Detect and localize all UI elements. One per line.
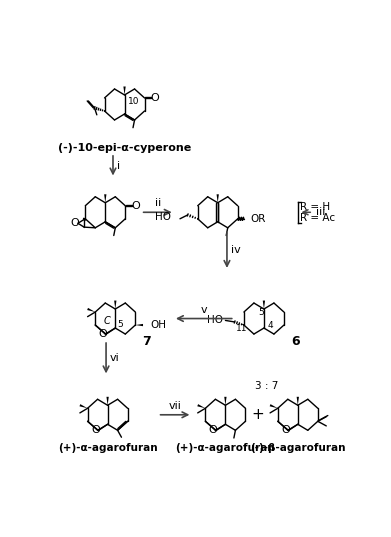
Text: R = H: R = H (300, 202, 330, 212)
Polygon shape (263, 301, 265, 309)
Text: HO: HO (155, 212, 171, 222)
Text: i: i (117, 161, 120, 171)
Text: (-)-β-agarofuran: (-)-β-agarofuran (250, 443, 346, 453)
Polygon shape (197, 404, 205, 408)
Polygon shape (224, 397, 226, 405)
Text: O: O (70, 219, 79, 228)
Polygon shape (135, 324, 143, 326)
Polygon shape (114, 301, 117, 309)
Polygon shape (124, 86, 126, 95)
Text: (+)-α-agarofuran: (+)-α-agarofuran (58, 443, 158, 453)
Text: 3 : 7: 3 : 7 (255, 381, 279, 391)
Text: 6: 6 (291, 335, 300, 348)
Text: (+)-α-agarofuran: (+)-α-agarofuran (176, 443, 275, 453)
Text: iii: iii (316, 207, 325, 217)
Text: 4: 4 (267, 321, 273, 330)
Text: 11: 11 (236, 324, 248, 332)
Text: +: + (251, 407, 264, 422)
Text: O: O (150, 93, 159, 103)
Polygon shape (79, 404, 88, 408)
Polygon shape (104, 194, 106, 203)
Text: 5: 5 (259, 308, 264, 317)
Text: O: O (281, 425, 290, 436)
Text: HO: HO (207, 315, 223, 325)
Text: 10: 10 (128, 97, 140, 105)
Text: OR: OR (250, 214, 265, 224)
Text: vii: vii (169, 401, 181, 411)
Text: vi: vi (110, 353, 120, 363)
Text: (-)-10-epi-α-cyperone: (-)-10-epi-α-cyperone (58, 143, 191, 153)
Text: O: O (209, 425, 217, 436)
Text: C: C (104, 316, 110, 326)
Polygon shape (87, 308, 95, 312)
Polygon shape (217, 194, 219, 203)
Text: ii: ii (154, 199, 161, 208)
Text: O: O (99, 329, 108, 339)
Text: v: v (201, 304, 207, 315)
Text: R = Ac: R = Ac (300, 213, 335, 223)
Text: O: O (91, 425, 100, 436)
Text: iv: iv (231, 245, 240, 256)
Text: O: O (131, 201, 140, 211)
Polygon shape (270, 404, 278, 408)
Polygon shape (106, 397, 109, 405)
Text: OH: OH (150, 320, 166, 330)
Text: 5: 5 (117, 320, 123, 329)
Text: 7: 7 (142, 335, 151, 348)
Polygon shape (297, 397, 299, 405)
